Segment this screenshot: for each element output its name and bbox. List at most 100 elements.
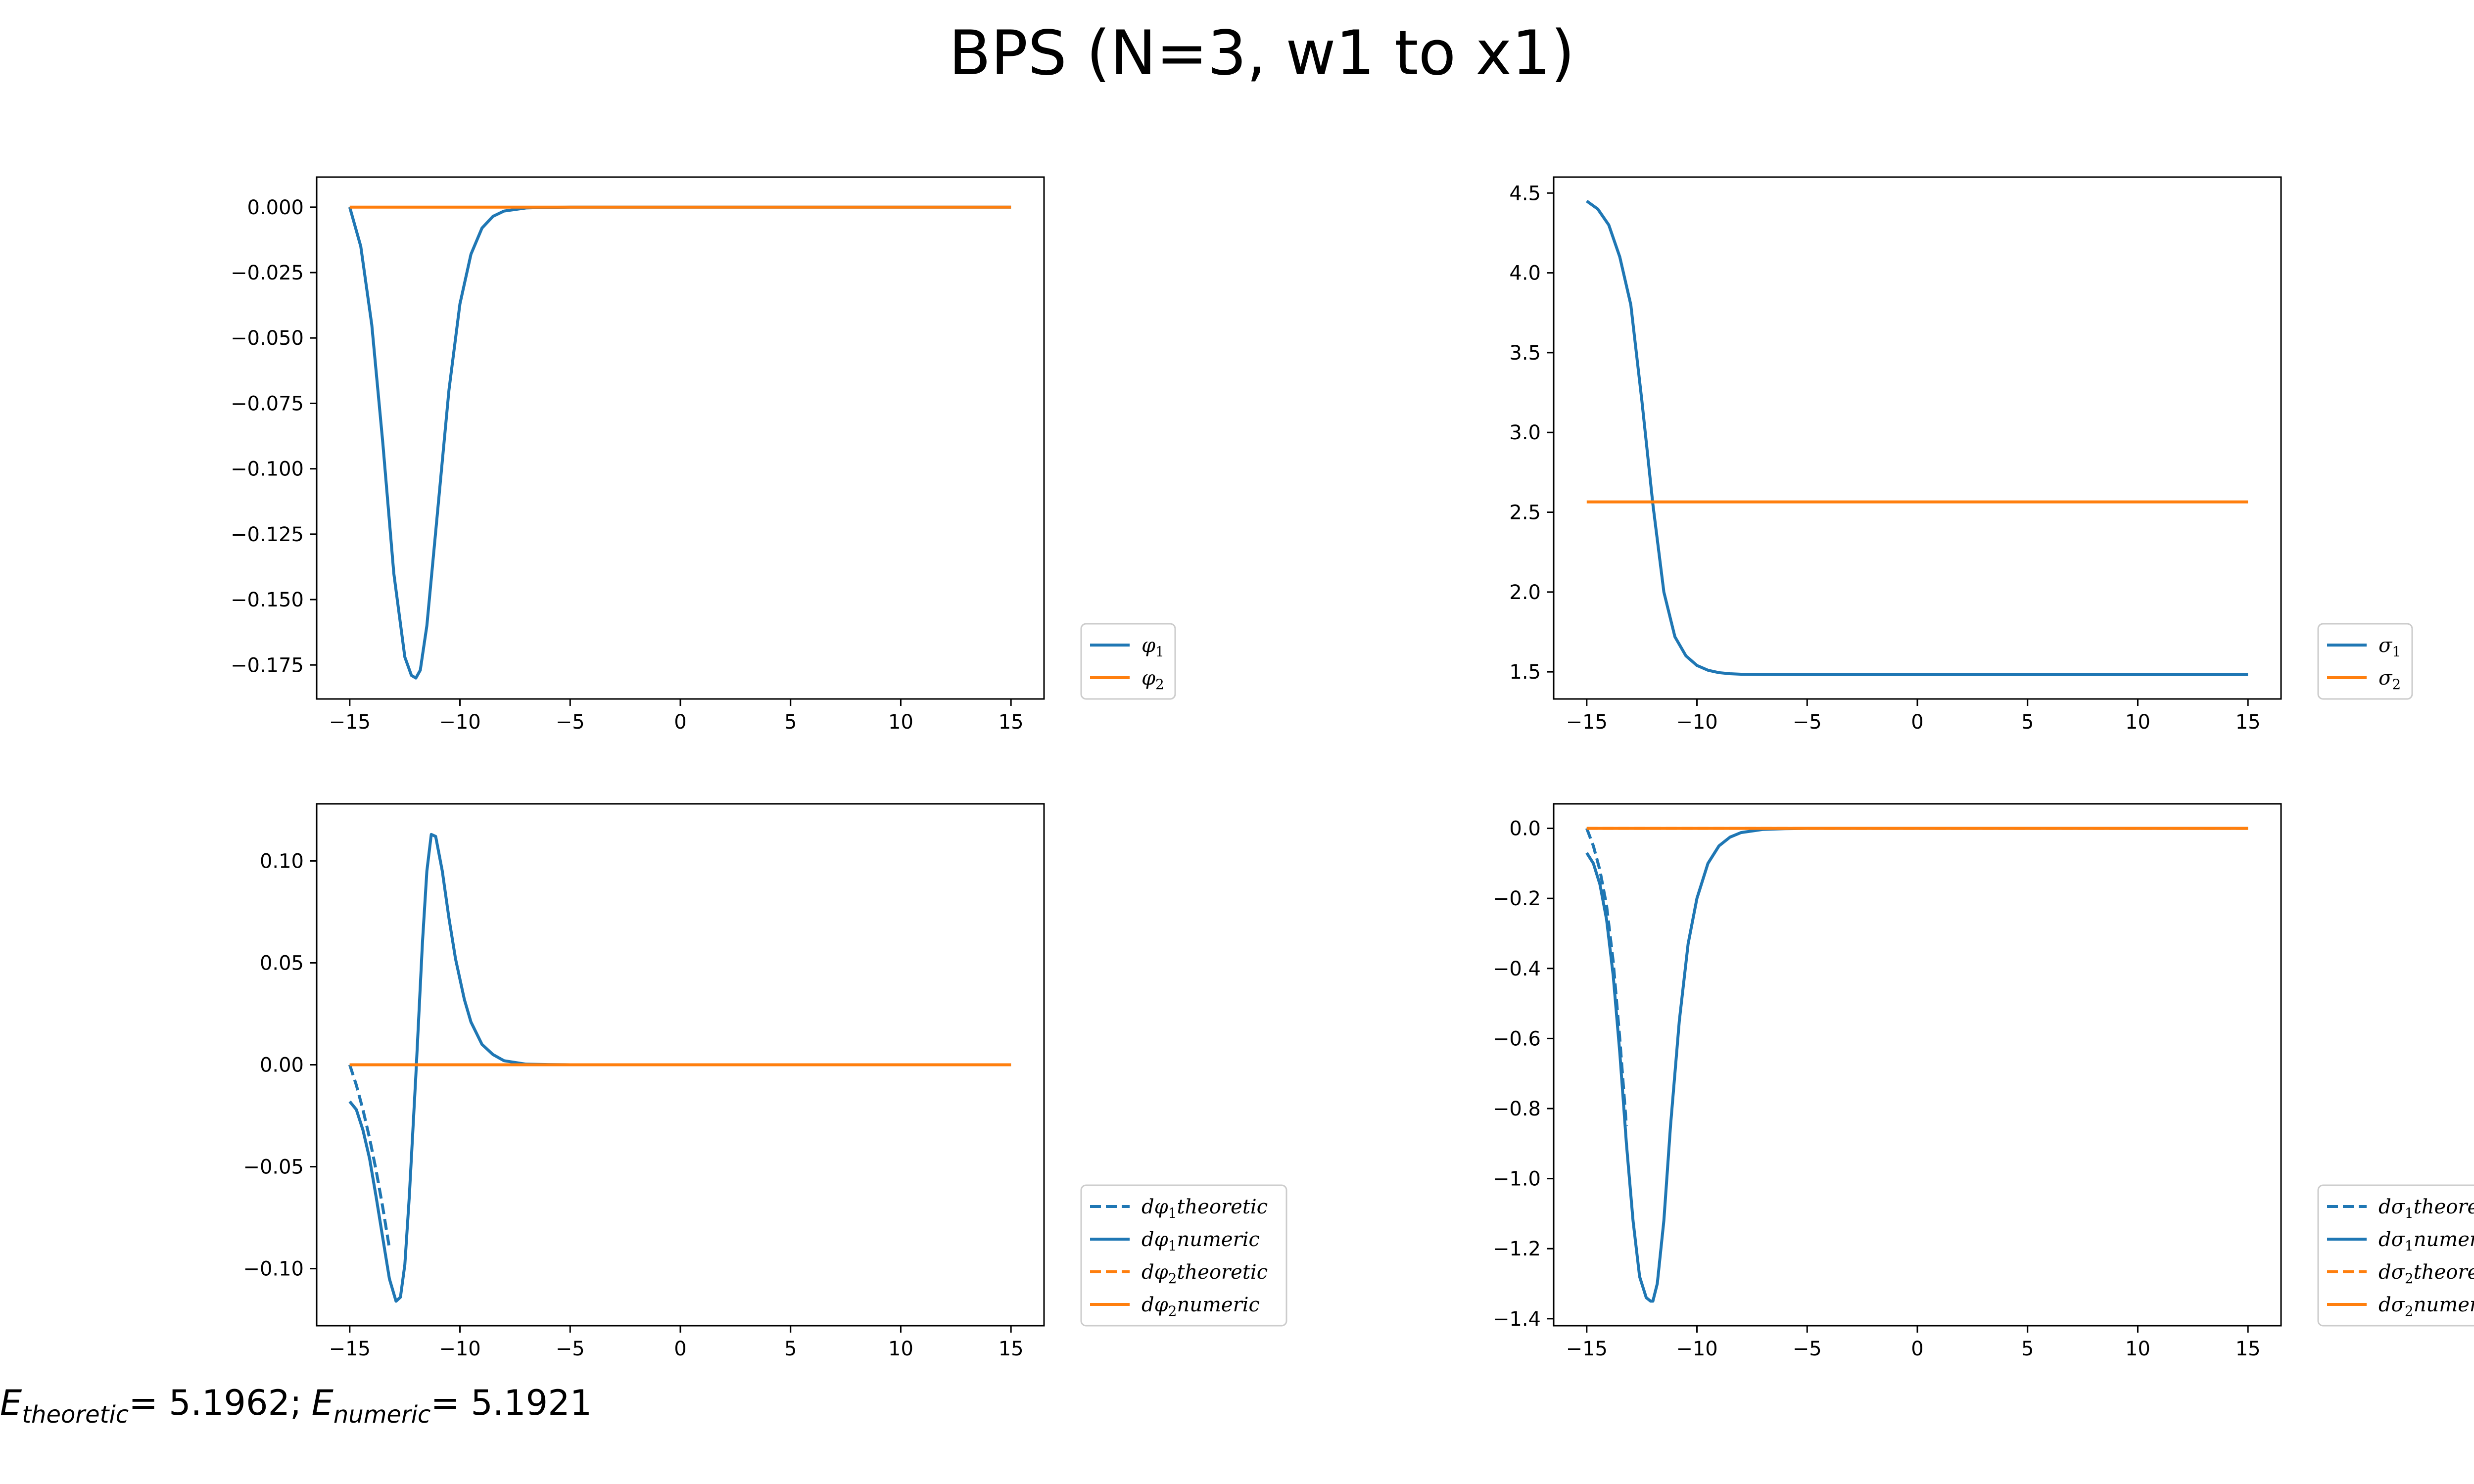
x-tick-label: 5 xyxy=(2021,1338,2034,1360)
legend-entry: φ1 xyxy=(1142,634,1164,660)
legend-symbol: dσ xyxy=(2379,1294,2406,1316)
e-numeric-sub: numeric xyxy=(333,1401,431,1429)
y-tick-label: 0.000 xyxy=(247,196,304,219)
y-tick-label: −0.175 xyxy=(231,654,304,677)
axes-frame-phi xyxy=(316,176,1045,700)
legend-suffix: theoretic xyxy=(1177,1261,1268,1284)
e-numeric-label: E xyxy=(312,1383,334,1423)
legend-subscript: 1 xyxy=(1168,1205,1177,1221)
x-tick-label: 15 xyxy=(999,1338,1024,1360)
legend-subscript: 1 xyxy=(1155,644,1164,660)
legend-entry: dσ1numeric xyxy=(2379,1228,2474,1254)
legend-symbol: dσ xyxy=(2379,1196,2406,1218)
legend-suffix: theoretic xyxy=(1177,1196,1268,1218)
legend-subscript: 2 xyxy=(2405,1303,2414,1319)
legend-subscript: 2 xyxy=(1155,676,1164,693)
y-tick-label: −1.0 xyxy=(1493,1168,1541,1191)
chart-dphi: −15 −10 −5 0 5 10 150.100.050.00−0.05−0.10dφ1t… xyxy=(243,803,1287,1360)
x-tick-label: 0 xyxy=(674,1338,686,1360)
y-tick-label: −0.05 xyxy=(243,1156,304,1179)
y-tick-label: −0.10 xyxy=(243,1258,304,1281)
x-tick-label: −10 xyxy=(439,711,480,734)
legend-symbol: dφ xyxy=(1142,1196,1168,1218)
legend-symbol: dφ xyxy=(1142,1294,1168,1316)
figure-title: BPS (N=3, w1 to x1) xyxy=(949,18,1574,89)
legend-symbol: dφ xyxy=(1142,1261,1168,1284)
legend-suffix: numeric xyxy=(1177,1294,1259,1316)
legend-symbol: φ xyxy=(1142,634,1155,657)
x-tick-label: 10 xyxy=(2125,711,2150,734)
legend-entry: dφ2theoretic xyxy=(1142,1261,1268,1287)
x-tick-label: −15 xyxy=(329,711,371,734)
x-tick-label: −10 xyxy=(439,1338,480,1360)
y-tick-label: −0.100 xyxy=(231,458,304,481)
energy-footer: Etheoretic= 5.1962; Enumeric= 5.1921 xyxy=(0,1383,592,1429)
legend-box xyxy=(2317,1184,2474,1327)
e-theoretic-sub: theoretic xyxy=(22,1401,129,1429)
x-tick-label: 0 xyxy=(1911,1338,1923,1360)
chart-phi: −15 −10 −5 0 5 10 15 0.000 −0.025 −0.050 −0.075 −0.… xyxy=(231,176,1176,734)
x-tick-label: −15 xyxy=(1566,1338,1608,1360)
legend-entry: dφ2numeric xyxy=(1142,1294,1260,1319)
y-tick-label: −0.050 xyxy=(231,327,304,350)
x-tick-label: 0 xyxy=(1911,711,1923,734)
y-tick-label: −1.4 xyxy=(1493,1308,1541,1331)
legend-subscript: 1 xyxy=(2392,644,2401,660)
y-tick-label: −0.6 xyxy=(1493,1027,1541,1050)
y-tick-label: −1.2 xyxy=(1493,1238,1541,1260)
legend-entry: dσ2numeric xyxy=(2379,1294,2474,1319)
legend-entry: σ2 xyxy=(2379,667,2401,693)
x-tick-label: −10 xyxy=(1676,711,1717,734)
e-numeric-value: = 5.1921 xyxy=(430,1383,592,1423)
e-theoretic-value: = 5.1962; xyxy=(129,1383,301,1423)
series-line-dphi-0 xyxy=(348,1064,391,1249)
y-tick-label: 4.0 xyxy=(1509,262,1541,285)
y-tick-label: −0.4 xyxy=(1493,958,1541,980)
y-tick-label: 0.10 xyxy=(260,850,304,873)
legend-suffix: numeric xyxy=(2414,1228,2474,1251)
y-tick-label: −0.125 xyxy=(231,523,304,546)
series-line-dsigma-1 xyxy=(1585,827,2248,1303)
legend-dsigma: dσ1theoreticdσ1numericdσ2theoreticdσ2num… xyxy=(2317,1184,2474,1327)
x-tick-label: 15 xyxy=(999,711,1024,734)
legend-entry: φ2 xyxy=(1142,667,1164,693)
x-tick-label: −15 xyxy=(1566,711,1608,734)
series-line-sigma-0 xyxy=(1586,199,2248,676)
legend-entry: dφ1numeric xyxy=(1142,1228,1260,1254)
y-tick-label: 2.5 xyxy=(1509,502,1541,524)
legend-dphi: dφ1theoreticdφ1numericdφ2theoreticdφ2num… xyxy=(1080,1184,1287,1327)
y-tick-label: 2.0 xyxy=(1509,581,1541,604)
series-line-phi-0 xyxy=(348,205,1011,680)
y-tick-label: 3.0 xyxy=(1509,421,1541,444)
legend-suffix: numeric xyxy=(2414,1294,2474,1316)
x-tick-label: −5 xyxy=(556,1338,585,1360)
y-tick-label: 4.5 xyxy=(1509,182,1541,205)
legend-subscript: 2 xyxy=(1168,1303,1177,1319)
legend-subscript: 2 xyxy=(1168,1270,1177,1287)
legend-entry: σ1 xyxy=(2379,634,2401,660)
legend-box xyxy=(1080,1184,1287,1327)
legend-entry: dφ1theoretic xyxy=(1142,1196,1268,1221)
legend-symbol: φ xyxy=(1142,667,1155,690)
e-theoretic-label: E xyxy=(0,1383,22,1423)
x-tick-label: −5 xyxy=(1793,1338,1822,1360)
y-tick-label: −0.150 xyxy=(231,589,304,611)
x-tick-label: 5 xyxy=(2021,711,2034,734)
y-tick-label: −0.025 xyxy=(231,262,304,284)
axes-frame-dsigma xyxy=(1553,803,2282,1327)
x-tick-label: −15 xyxy=(329,1338,371,1360)
x-tick-label: 10 xyxy=(2125,1338,2150,1360)
x-tick-label: −5 xyxy=(556,711,585,734)
x-tick-label: 10 xyxy=(888,1338,913,1360)
x-tick-label: 5 xyxy=(784,711,797,734)
x-tick-label: 0 xyxy=(674,711,686,734)
legend-symbol: σ xyxy=(2379,667,2393,690)
chart-dsigma: −15 −10 −5 0 5 10 15 0.0 −0.2 −0.4 −0.6 −0.8 −1.0 −1.… xyxy=(1493,803,2474,1360)
legend-box xyxy=(1080,623,1176,700)
legend-entry: dσ1theoretic xyxy=(2379,1196,2474,1221)
legend-subscript: 1 xyxy=(2405,1205,2414,1221)
legend-subscript: 2 xyxy=(2392,676,2401,693)
